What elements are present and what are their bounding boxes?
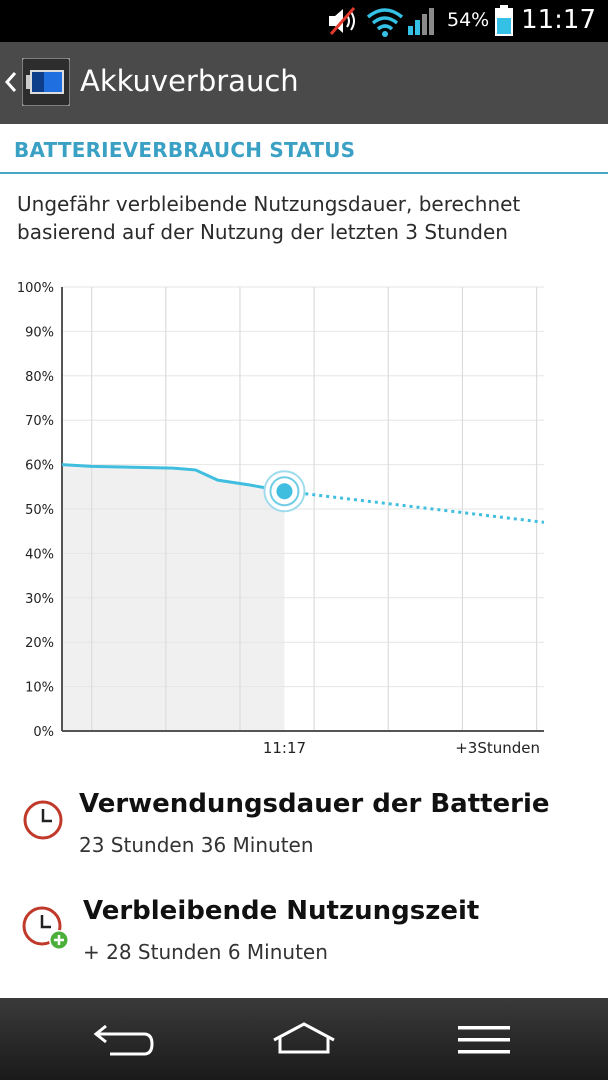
y-tick-label: 60% [25, 459, 54, 474]
navigation-bar [0, 998, 608, 1080]
clock-add-icon [22, 906, 69, 950]
y-tick-label: 90% [25, 325, 54, 340]
x-tick-label: 11:17 [263, 739, 306, 757]
battery-usage-item: Verwendungsdauer der Batterie 23 Stunden… [0, 785, 608, 875]
battery-app-icon[interactable] [22, 58, 70, 106]
remaining-time-value: + 28 Stunden 6 Minuten [83, 940, 328, 964]
battery-chart-svg: 100% 90% 80% 70% 60% 50% 40% 30% 20% 10% 0% 11:17 +3… [17, 281, 545, 757]
status-bar: 54% 11:17 [0, 0, 608, 42]
battery-usage-label: Verwendungsdauer der Batterie [79, 789, 550, 819]
y-tick-label: 100% [17, 281, 54, 296]
battery-charging-icon [495, 5, 513, 36]
battery-percent: 54% [447, 9, 490, 31]
mute-icon [329, 7, 356, 35]
home-button[interactable] [204, 998, 404, 1080]
clock-time: 11:17 [521, 5, 596, 35]
home-icon [273, 1022, 335, 1054]
remaining-time-label: Verbleibende Nutzungszeit [83, 896, 480, 926]
wifi-icon [366, 8, 404, 37]
clock-icon [23, 800, 63, 840]
action-bar: Akkuverbrauch [0, 42, 608, 124]
signal-icon [408, 8, 434, 35]
back-icon [93, 1024, 154, 1056]
y-tick-label: 30% [25, 592, 54, 607]
screen-title: Akkuverbrauch [80, 64, 299, 98]
y-tick-label: 20% [25, 636, 54, 651]
section-header-label: BATTERIEVERBRAUCH STATUS [14, 138, 356, 162]
up-navigation-icon[interactable] [4, 70, 18, 94]
current-marker-ring [269, 476, 300, 507]
y-tick-label: 80% [25, 370, 54, 385]
usage-description: Ungefähr verbleibende Nutzungsdauer, ber… [17, 192, 521, 244]
section-header: BATTERIEVERBRAUCH STATUS [0, 124, 608, 174]
menu-icon [458, 1026, 510, 1054]
past-usage-line [61, 463, 285, 493]
y-tick-label: 0% [33, 725, 54, 740]
current-marker-dot [276, 483, 293, 500]
remaining-time-item: Verbleibende Nutzungszeit + 28 Stunden 6… [0, 892, 608, 982]
y-tick-label: 40% [25, 547, 54, 562]
battery-usage-value: 23 Stunden 36 Minuten [79, 833, 314, 857]
projected-usage-line [284, 489, 545, 524]
menu-button[interactable] [388, 998, 588, 1080]
battery-chart: 100% 90% 80% 70% 60% 50% 40% 30% 20% 10% 0% 11:17 +3… [0, 270, 608, 760]
y-tick-label: 10% [25, 681, 54, 696]
back-button[interactable] [20, 998, 220, 1080]
x-tick-label: +3Stunden [455, 739, 540, 757]
y-tick-label: 50% [25, 503, 54, 518]
y-tick-label: 70% [25, 414, 54, 429]
